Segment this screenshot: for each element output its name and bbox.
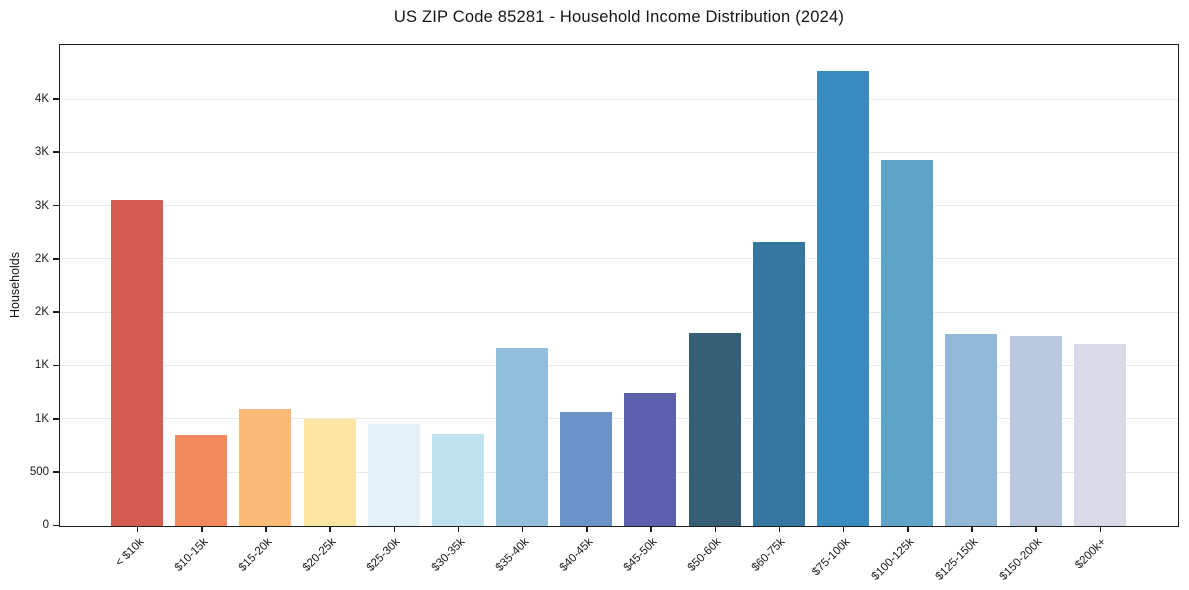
y-tick-mark [53, 151, 59, 153]
bar-20-25k [303, 419, 356, 526]
gridline-2K [60, 311, 1178, 313]
bar-60-75k [752, 242, 805, 526]
x-tick-mark [201, 527, 203, 532]
gridline-3K [60, 205, 1178, 207]
bar-100-125k [881, 160, 934, 526]
bar-150-200k [1009, 336, 1062, 526]
gridline-3K [60, 151, 1178, 153]
bar-75-100k [817, 70, 870, 526]
bar-35-40k [496, 347, 549, 526]
gridline-500 [60, 471, 1178, 473]
x-tick-mark [1099, 527, 1102, 532]
y-tick-mark [53, 364, 59, 367]
x-tick-mark [650, 527, 652, 532]
y-tick-mark [53, 471, 59, 473]
bar-30-35k [431, 434, 484, 526]
bar-10k [111, 199, 163, 526]
gridline-1K [60, 365, 1178, 367]
bar-45-50k [624, 392, 677, 526]
bar-15-20k [239, 408, 292, 526]
y-tick-mark [53, 204, 59, 207]
x-tick-mark [136, 527, 139, 532]
y-tick-label: 0 [42, 519, 49, 532]
y-tick-label: 3K [34, 199, 49, 212]
y-tick-label: 4K [34, 92, 49, 105]
x-tick-mark [1035, 527, 1037, 532]
gridline-4K [60, 98, 1178, 100]
y-tick-label: 500 [29, 466, 49, 479]
y-tick-label: 1K [34, 359, 49, 372]
y-tick-mark [53, 98, 59, 100]
y-tick-label: 1K [34, 412, 49, 425]
y-tick-mark [53, 258, 59, 260]
chart-title: US ZIP Code 85281 - Household Income Dis… [393, 8, 845, 26]
x-tick-mark [778, 527, 781, 532]
x-tick-mark [521, 527, 524, 532]
y-tick-label: 2K [34, 306, 49, 319]
bar-25-30k [367, 423, 420, 526]
x-tick-mark [714, 527, 717, 532]
x-tick-mark [393, 527, 396, 532]
bar-125-150k [945, 334, 998, 526]
plot-area [59, 44, 1179, 527]
y-tick-mark [53, 524, 59, 527]
y-tick-label: 2K [34, 252, 49, 265]
x-tick-mark [842, 527, 845, 532]
bar-40-45k [560, 411, 613, 526]
x-tick-mark [265, 527, 267, 532]
gridline-1K [60, 418, 1178, 420]
y-tick-mark [53, 311, 59, 313]
bar-200k [1073, 343, 1126, 526]
x-tick-mark [329, 527, 331, 532]
x-tick-mark [907, 527, 909, 532]
x-tick-mark [586, 527, 588, 532]
x-tick-mark [457, 527, 460, 532]
y-tick-mark [53, 418, 59, 420]
y-tick-label: 3K [34, 146, 49, 159]
gridline-2K [60, 258, 1178, 260]
bar-10-15k [175, 435, 228, 526]
bar-50-60k [688, 333, 741, 526]
x-tick-label: < $10k [112, 536, 147, 570]
x-tick-mark [971, 527, 973, 532]
